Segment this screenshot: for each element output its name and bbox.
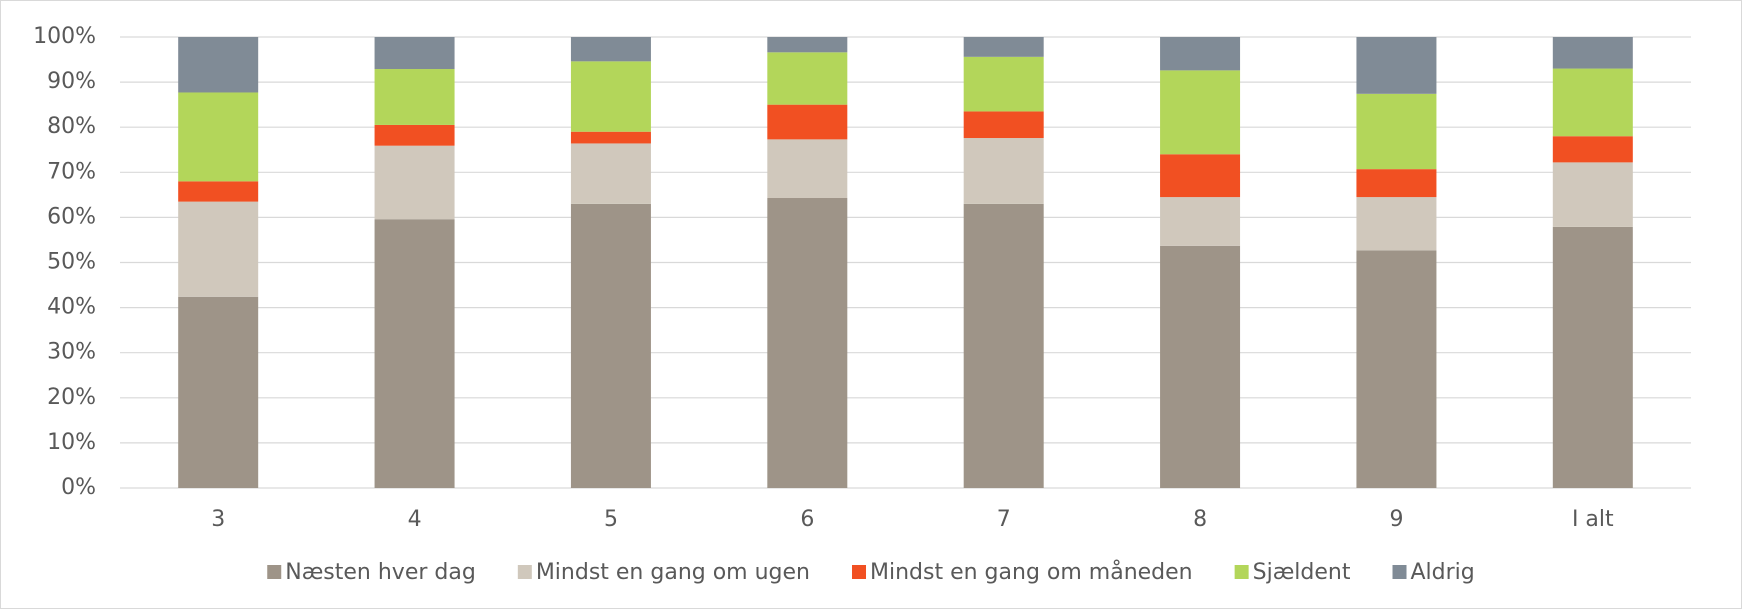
bar-segment [1160, 245, 1241, 488]
legend-swatch [517, 565, 532, 579]
legend-swatch [1392, 565, 1407, 579]
legend-label: Aldrig [1411, 560, 1475, 585]
bar-segment [570, 61, 651, 132]
y-tick-label: 50% [47, 250, 96, 275]
x-tick-label: 4 [408, 507, 422, 532]
y-tick-label: 100% [33, 24, 96, 49]
bar-segment [1356, 37, 1437, 94]
x-tick-label: I alt [1572, 507, 1614, 532]
y-tick-label: 0% [61, 475, 96, 500]
legend-swatch [852, 565, 867, 579]
bar-segment [1160, 70, 1241, 155]
bar-segment [963, 203, 1044, 488]
bar-segment [374, 37, 455, 70]
legend-label: Sjældent [1253, 560, 1351, 585]
bar-segment [570, 37, 651, 62]
bar-segment [767, 139, 848, 199]
bar-segment [1160, 154, 1241, 198]
bar-segment [767, 52, 848, 105]
x-tick-label: 8 [1193, 507, 1207, 532]
bar-segment [1552, 162, 1633, 227]
bar-segment [1552, 136, 1633, 163]
bar-segment [1160, 37, 1241, 71]
legend-label: Næsten hver dag [285, 560, 476, 585]
bar-segment [963, 37, 1044, 57]
y-tick-label: 30% [47, 340, 96, 365]
bar-segment [1552, 226, 1633, 488]
legend-swatch [1234, 565, 1249, 579]
bar-segment [1356, 169, 1437, 198]
y-tick-label: 20% [47, 385, 96, 410]
y-tick-label: 40% [47, 295, 96, 320]
bar-segment [1552, 68, 1633, 137]
bar-segment [767, 104, 848, 140]
bar-segment [767, 198, 848, 488]
x-tick-label: 3 [211, 507, 225, 532]
bar-segment [1160, 197, 1241, 246]
bar-segment [570, 131, 651, 144]
legend-label: Mindst en gang om måneden [870, 559, 1193, 585]
bar-segment [767, 37, 848, 53]
bar-segment [1356, 197, 1437, 251]
x-tick-label: 6 [800, 507, 814, 532]
bar-segment [374, 219, 455, 489]
bar-segment [570, 203, 651, 488]
bar-segment [178, 181, 259, 202]
y-tick-label: 10% [47, 430, 96, 455]
bar-segment [963, 56, 1044, 112]
bar-segment [178, 37, 259, 93]
bar-segment [963, 111, 1044, 139]
bar-segment [178, 296, 259, 488]
legend-swatch [267, 565, 282, 579]
bar-segment [374, 145, 455, 220]
bar-segment [1356, 250, 1437, 488]
x-tick-label: 7 [997, 507, 1011, 532]
y-tick-label: 70% [47, 159, 96, 184]
x-tick-label: 9 [1389, 507, 1403, 532]
bar-segment [178, 92, 259, 182]
bar-segment [1356, 93, 1437, 170]
bar-segment [374, 69, 455, 125]
x-tick-label: 5 [604, 507, 618, 532]
bar-segment [374, 124, 455, 146]
legend-label: Mindst en gang om ugen [536, 560, 810, 585]
y-tick-label: 90% [47, 69, 96, 94]
bar-segment [963, 138, 1044, 204]
bar-segment [178, 201, 259, 297]
bar-segment [570, 143, 651, 204]
y-tick-label: 80% [47, 114, 96, 139]
y-tick-label: 60% [47, 204, 96, 229]
bar-segment [1552, 37, 1633, 69]
